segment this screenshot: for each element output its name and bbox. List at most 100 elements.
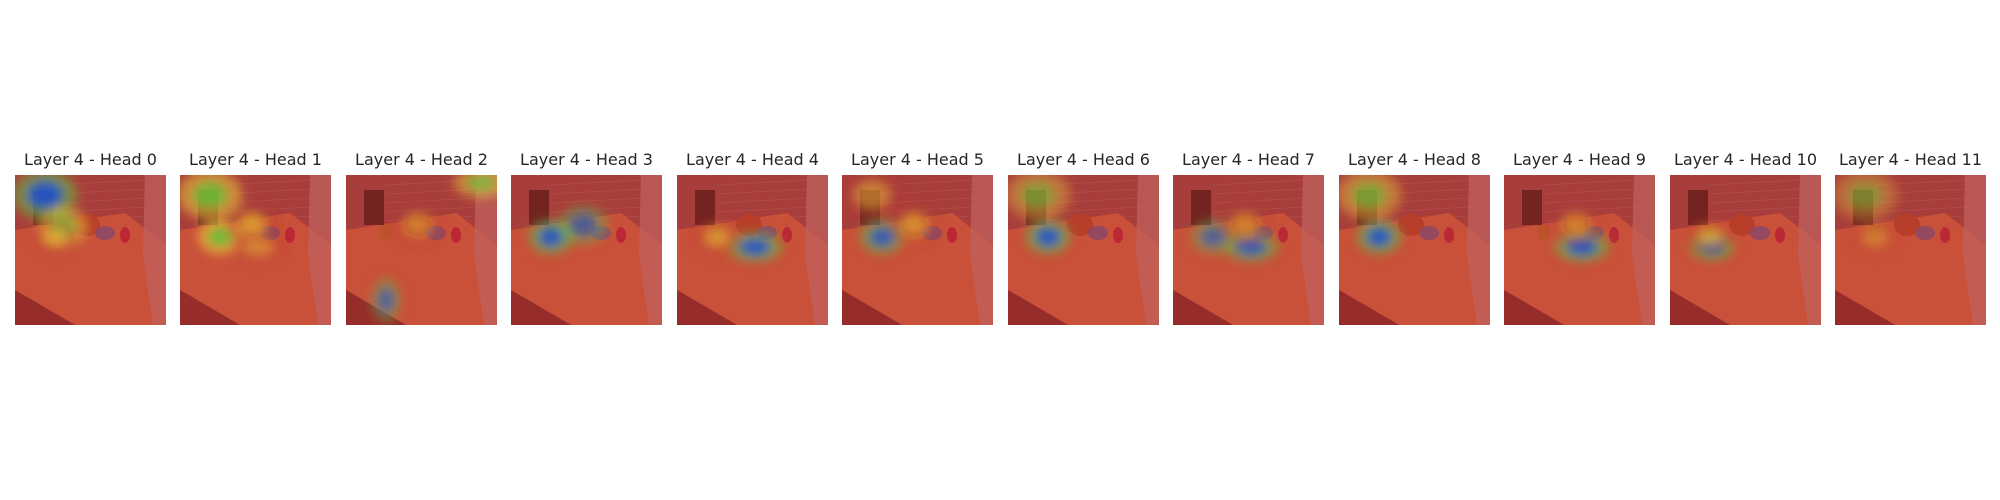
scene-mug — [380, 225, 392, 239]
attention-heatmap-image — [346, 175, 497, 325]
panel-title: Layer 4 - Head 11 — [1838, 150, 1983, 169]
scene-bottle — [616, 227, 626, 243]
heatmap-hotspot — [242, 238, 274, 256]
scene-cabinet — [1504, 290, 1564, 325]
scene-right-wall — [308, 175, 331, 325]
scene-cabinet — [180, 290, 240, 325]
scene-right-wall — [1798, 175, 1821, 325]
scene-cabinet — [1339, 290, 1399, 325]
scene-coffee-maker — [364, 190, 384, 225]
panel-title: Layer 4 - Head 10 — [1673, 150, 1818, 169]
heatmap-overlay — [842, 175, 993, 325]
scene-right-wall — [474, 175, 497, 325]
heatmap-overlay — [677, 175, 828, 325]
scene-pot — [1729, 214, 1755, 236]
scene-cabinet — [677, 290, 737, 325]
heatmap-hotspot — [191, 181, 229, 209]
panel-title: Layer 4 - Head 0 — [24, 150, 157, 169]
heatmap-hotspot — [853, 181, 891, 209]
scene-bottle — [1278, 227, 1288, 243]
panel-title: Layer 4 - Head 6 — [1017, 150, 1150, 169]
scene-bottle — [1444, 227, 1454, 243]
heatmap-hotspot — [1862, 227, 1888, 247]
heatmap-hotspot — [377, 287, 395, 313]
scene-bottle — [1609, 227, 1619, 243]
scene-bottle — [782, 227, 792, 243]
heatmap-hotspot — [238, 213, 266, 237]
heatmap-hotspot — [1562, 213, 1590, 237]
heatmap-hotspot — [1231, 213, 1259, 237]
heatmap-hotspot — [1200, 227, 1226, 247]
heatmap-overlay — [1339, 175, 1490, 325]
scene-bottle — [1113, 227, 1123, 243]
scene-bottle — [285, 227, 295, 243]
heatmap-hotspot — [1035, 227, 1061, 247]
attention-heatmap-image — [842, 175, 993, 325]
heatmap-hotspot — [465, 175, 497, 192]
heatmap-overlay — [1835, 175, 1986, 325]
attention-heatmap-image — [1504, 175, 1655, 325]
scene-pot — [1398, 214, 1424, 236]
attention-heatmap-image — [1339, 175, 1490, 325]
attention-heatmap-image — [1008, 175, 1159, 325]
heatmap-hotspot — [739, 238, 771, 256]
scene-cabinet — [511, 290, 571, 325]
heatmap-hotspot — [207, 227, 233, 247]
heatmap-hotspot — [900, 213, 928, 237]
attention-heatmap-image — [1670, 175, 1821, 325]
scene-right-wall — [970, 175, 993, 325]
heatmap-overlay — [1008, 175, 1159, 325]
heatmap-overlay — [180, 175, 331, 325]
scene-bottle — [1940, 227, 1950, 243]
scene-right-wall — [1632, 175, 1655, 325]
scene-bottle — [120, 227, 130, 243]
panel-title: Layer 4 - Head 2 — [355, 150, 488, 169]
scene-pot — [736, 214, 762, 236]
heatmap-hotspot — [42, 227, 68, 247]
heatmap-hotspot — [704, 227, 730, 247]
heatmap-hotspot — [1350, 181, 1388, 209]
attention-heatmap-image — [511, 175, 662, 325]
scene-bottle — [1775, 227, 1785, 243]
scene-coffee-maker — [1688, 190, 1708, 225]
heatmap-overlay — [15, 175, 166, 325]
scene-coffee-maker — [529, 190, 549, 225]
scene-bottle — [451, 227, 461, 243]
heatmap-hotspot — [1697, 227, 1723, 247]
heatmap-overlay — [1504, 175, 1655, 325]
scene-cabinet — [1835, 290, 1895, 325]
heatmap-hotspot — [1846, 181, 1884, 209]
panel-title: Layer 4 - Head 9 — [1513, 150, 1646, 169]
panel-title: Layer 4 - Head 3 — [520, 150, 653, 169]
scene-coffee-maker — [695, 190, 715, 225]
scene-right-wall — [1136, 175, 1159, 325]
scene-right-wall — [639, 175, 662, 325]
attention-heatmap-image — [1835, 175, 1986, 325]
scene-coffee-maker — [1522, 190, 1542, 225]
heatmap-hotspot — [869, 227, 895, 247]
heatmap-hotspot — [1019, 181, 1057, 209]
scene-cabinet — [15, 290, 75, 325]
heatmap-overlay — [346, 175, 497, 325]
scene-cabinet — [1173, 290, 1233, 325]
scene-mug — [1538, 225, 1550, 239]
scene-bottle — [947, 227, 957, 243]
heatmap-hotspot — [404, 213, 432, 237]
panel-title: Layer 4 - Head 7 — [1182, 150, 1315, 169]
panel-title: Layer 4 - Head 1 — [189, 150, 322, 169]
scene-plate — [1750, 226, 1770, 240]
heatmap-overlay — [1670, 175, 1821, 325]
scene-right-wall — [1301, 175, 1324, 325]
attention-heatmap-image — [180, 175, 331, 325]
heatmap-hotspot — [26, 181, 64, 209]
heatmap-hotspot — [569, 213, 597, 237]
panel-title: Layer 4 - Head 5 — [851, 150, 984, 169]
heatmap-overlay — [1173, 175, 1324, 325]
scene-plate — [95, 226, 115, 240]
scene-pot — [1067, 214, 1093, 236]
attention-heatmap-image — [15, 175, 166, 325]
attention-heatmap-image — [677, 175, 828, 325]
panel-title: Layer 4 - Head 8 — [1348, 150, 1481, 169]
scene-cabinet — [842, 290, 902, 325]
heatmap-base-wash — [511, 175, 662, 325]
